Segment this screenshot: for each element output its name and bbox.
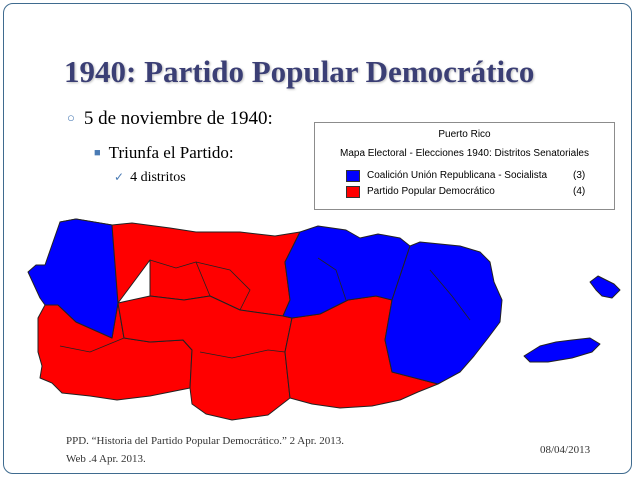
bullet-level-1: ○ 5 de noviembre de 1940: bbox=[67, 108, 273, 130]
map-legend: Puerto Rico Mapa Electoral - Elecciones … bbox=[314, 122, 615, 210]
municipal-line bbox=[195, 261, 251, 311]
bullet-text: Triunfa el Partido: bbox=[108, 143, 234, 162]
island-culebra bbox=[589, 275, 621, 299]
legend-subtitle: Mapa Electoral - Elecciones 1940: Distri… bbox=[339, 148, 589, 159]
square-bullet-icon: ■ bbox=[94, 147, 101, 159]
legend-entry-ppd: Partido Popular Democrático (4) bbox=[346, 185, 606, 200]
municipal-line bbox=[317, 257, 347, 301]
slide-date: 08/04/2013 bbox=[540, 444, 591, 456]
slide-frame bbox=[3, 3, 632, 474]
bullet-level-3: ✓ 4 distritos bbox=[114, 170, 186, 186]
bullet-text: 4 distritos bbox=[130, 170, 186, 185]
municipal-line bbox=[199, 349, 286, 359]
legend-swatch bbox=[346, 170, 360, 182]
legend-entry-count: (4) bbox=[573, 186, 586, 197]
district-coalition-san-juan bbox=[282, 225, 411, 319]
citation-footer: PPD. “Historia del Partido Popular Democ… bbox=[66, 435, 345, 465]
bullet-text: 5 de noviembre de 1940: bbox=[83, 108, 273, 129]
municipal-line bbox=[59, 337, 125, 353]
district-coalition-humacao bbox=[384, 241, 503, 385]
legend-entry-coalition: Coalición Unión Republicana - Socialista… bbox=[346, 169, 606, 184]
checkmark-bullet-icon: ✓ bbox=[114, 170, 125, 184]
island-vieques bbox=[523, 337, 601, 363]
legend-entry-count: (3) bbox=[573, 170, 586, 181]
bullet-level-2: ■ Triunfa el Partido: bbox=[94, 143, 234, 163]
slide-title: 1940: Partido Popular Democrático bbox=[64, 54, 535, 89]
municipal-line bbox=[429, 269, 471, 321]
legend-entry-name: Partido Popular Democrático bbox=[367, 186, 495, 197]
legend-entry-name: Coalición Unión Republicana - Socialista bbox=[367, 170, 548, 181]
municipal-line bbox=[149, 259, 211, 297]
legend-title: Puerto Rico bbox=[438, 129, 491, 140]
bullet-marker-icon: ○ bbox=[67, 110, 75, 125]
legend-swatch bbox=[346, 186, 360, 198]
